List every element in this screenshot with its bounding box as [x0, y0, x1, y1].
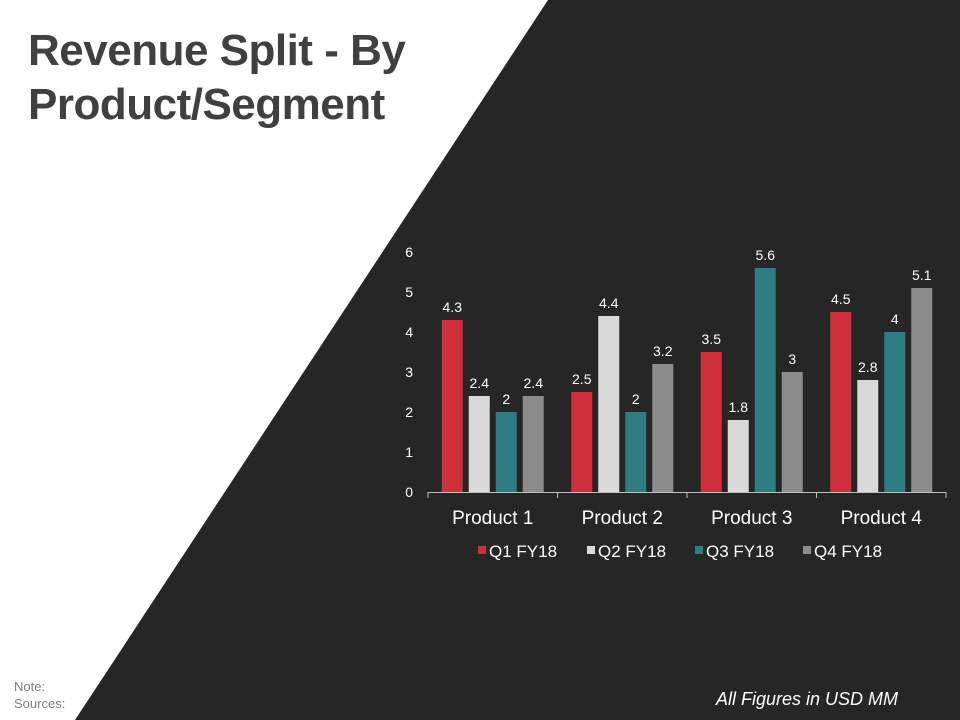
- bar: [571, 392, 593, 492]
- bar: [598, 316, 620, 492]
- data-label: 3.5: [702, 331, 722, 347]
- data-label: 1.8: [729, 399, 749, 415]
- bar: [884, 332, 906, 492]
- data-label: 4.4: [599, 295, 619, 311]
- y-tick-label: 3: [405, 364, 413, 380]
- bar: [700, 352, 722, 492]
- data-label: 2: [632, 391, 640, 407]
- category-label: Product 2: [582, 508, 663, 529]
- data-label: 2.8: [858, 359, 878, 375]
- bar: [857, 380, 879, 492]
- y-tick-label: 0: [405, 484, 413, 500]
- legend-label: Q1 FY18: [489, 542, 557, 561]
- data-label: 2.4: [524, 375, 544, 391]
- bar: [830, 312, 852, 492]
- category-label: Product 3: [711, 508, 792, 529]
- data-label: 3.2: [653, 343, 673, 359]
- bar: [522, 396, 544, 492]
- category-label: Product 1: [452, 508, 533, 529]
- data-label: 3: [788, 351, 796, 367]
- data-label: 5.1: [912, 267, 932, 283]
- bar: [495, 412, 517, 492]
- data-label: 2.5: [572, 371, 592, 387]
- legend-swatch: [695, 546, 703, 554]
- y-tick-label: 4: [405, 324, 413, 340]
- bar: [727, 420, 749, 492]
- y-tick-label: 5: [405, 284, 413, 300]
- legend-swatch: [803, 546, 811, 554]
- bar: [781, 372, 803, 492]
- data-label: 4: [891, 311, 899, 327]
- note-label: Note:: [14, 679, 46, 694]
- y-tick-label: 6: [405, 244, 413, 260]
- y-tick-label: 2: [405, 404, 413, 420]
- bar: [754, 268, 776, 492]
- legend-label: Q3 FY18: [706, 542, 774, 561]
- sources-label: Sources:: [14, 696, 66, 711]
- slide-title: Revenue Split - By Product/Segment: [28, 26, 406, 129]
- data-label: 2: [502, 391, 510, 407]
- legend-swatch: [587, 546, 595, 554]
- legend-swatch: [478, 546, 486, 554]
- data-label: 4.3: [443, 299, 463, 315]
- data-label: 5.6: [756, 247, 776, 263]
- bar: [652, 364, 674, 492]
- legend-label: Q2 FY18: [598, 542, 666, 561]
- data-label: 2.4: [470, 375, 490, 391]
- bar: [911, 288, 933, 492]
- bar: [468, 396, 490, 492]
- legend-label: Q4 FY18: [814, 542, 882, 561]
- bar: [625, 412, 647, 492]
- y-tick-label: 1: [405, 444, 413, 460]
- bar: [441, 320, 463, 492]
- data-label: 4.5: [831, 291, 851, 307]
- category-label: Product 4: [841, 508, 923, 529]
- units-footnote: All Figures in USD MM: [715, 689, 898, 709]
